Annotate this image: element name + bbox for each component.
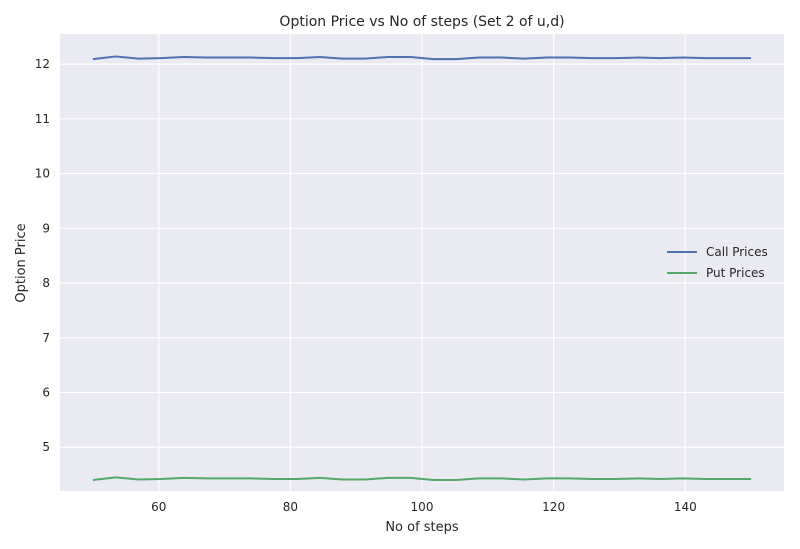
x-tick-label: 80 [283, 500, 298, 514]
y-tick-label: 9 [42, 221, 50, 235]
legend: Call Prices Put Prices [667, 245, 768, 280]
y-tick-label: 6 [42, 385, 50, 399]
chart-title: Option Price vs No of steps (Set 2 of u,… [279, 14, 564, 30]
series-layer [92, 55, 752, 482]
y-tick-label: 12 [35, 57, 50, 71]
x-tick-label: 100 [411, 500, 434, 514]
series-line-call-prices [92, 55, 752, 61]
x-tick-label: 60 [151, 500, 166, 514]
x-tick-label: 120 [542, 500, 565, 514]
x-tick-label: 140 [674, 500, 697, 514]
x-axis-label: No of steps [385, 520, 459, 535]
series-line-put-prices [92, 476, 752, 482]
y-tick-label: 8 [42, 276, 50, 290]
x-tick-labels: 60 80 100 120 140 [151, 500, 697, 514]
legend-label-put-prices: Put Prices [706, 266, 765, 280]
y-axis-label: Option Price [14, 223, 29, 302]
y-tick-label: 11 [35, 112, 50, 126]
y-tick-label: 10 [35, 167, 50, 181]
y-tick-labels: 5 6 7 8 9 10 11 12 [35, 57, 50, 454]
grid [60, 34, 784, 491]
y-tick-label: 5 [42, 440, 50, 454]
y-tick-label: 7 [42, 331, 50, 345]
legend-label-call-prices: Call Prices [706, 245, 768, 259]
